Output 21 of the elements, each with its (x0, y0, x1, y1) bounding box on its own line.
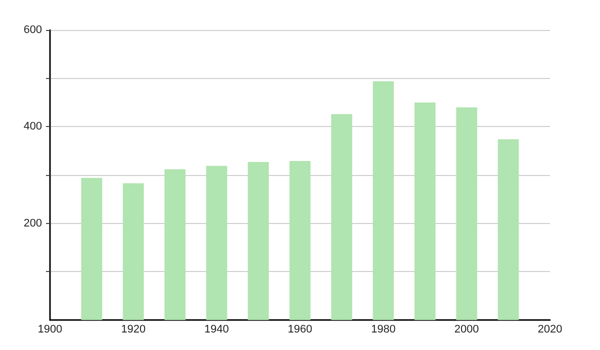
bar (81, 178, 102, 320)
bar (372, 81, 394, 320)
x-tick-label: 1980 (371, 324, 396, 336)
bar (331, 114, 352, 320)
bar (414, 102, 436, 320)
bar (164, 169, 186, 320)
x-tick-label: 1900 (38, 324, 62, 336)
x-tick-label: 1960 (288, 324, 312, 336)
bar (122, 183, 144, 320)
x-tick-label: 2020 (538, 324, 562, 336)
y-tick-label: 200 (24, 217, 42, 230)
x-tick-label: 1920 (121, 324, 146, 336)
bar (248, 162, 269, 320)
y-tick-label: 400 (24, 120, 42, 133)
x-tick-label: 2000 (454, 324, 479, 336)
x-tick-label: 1940 (204, 324, 229, 336)
bar (456, 107, 478, 320)
bar (206, 166, 228, 320)
bar (498, 139, 519, 320)
bar (290, 160, 310, 320)
y-tick-label: 600 (24, 24, 42, 36)
